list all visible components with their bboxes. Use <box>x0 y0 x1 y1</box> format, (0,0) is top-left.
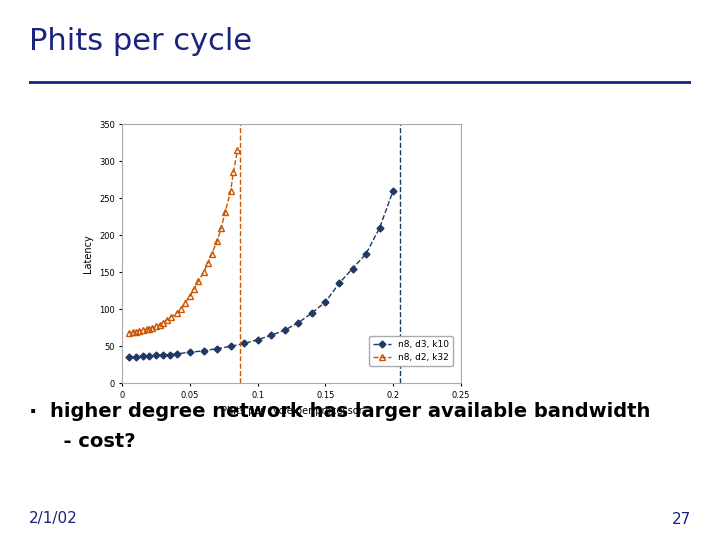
n8, d2, k32 <box>158 320 167 326</box>
n8, d2, k32 <box>167 314 176 320</box>
n8, d2, k32 <box>199 269 208 275</box>
n8, d3, k10 <box>226 343 235 349</box>
n8, d2, k32 <box>132 328 140 335</box>
n8, d2, k32 <box>172 310 181 316</box>
n8, d3, k10 <box>172 350 181 357</box>
n8, d2, k32 <box>152 323 161 329</box>
n8, d2, k32 <box>221 208 230 215</box>
n8, d3, k10 <box>321 299 330 305</box>
n8, d3, k10 <box>361 251 370 257</box>
n8, d2, k32 <box>138 327 147 333</box>
n8, d2, k32 <box>229 169 238 176</box>
n8, d3, k10 <box>348 265 357 272</box>
n8, d2, k32 <box>194 278 202 285</box>
n8, d2, k32 <box>190 285 199 292</box>
n8, d2, k32 <box>125 330 133 336</box>
n8, d3, k10 <box>166 352 174 358</box>
n8, d3, k10 <box>253 336 262 343</box>
n8, d2, k32 <box>129 329 138 335</box>
n8, d2, k32 <box>203 260 212 267</box>
n8, d3, k10 <box>294 320 302 326</box>
n8, d3, k10 <box>132 354 140 360</box>
Line: n8, d2, k32: n8, d2, k32 <box>127 147 240 336</box>
n8, d3, k10 <box>186 349 194 355</box>
n8, d2, k32 <box>213 238 222 245</box>
Text: higher degree network has larger available bandwidth: higher degree network has larger availab… <box>50 402 651 421</box>
n8, d2, k32 <box>207 251 216 257</box>
n8, d3, k10 <box>125 354 133 361</box>
n8, d2, k32 <box>156 322 165 328</box>
n8, d2, k32 <box>217 225 225 231</box>
n8, d3, k10 <box>281 327 289 333</box>
n8, d3, k10 <box>138 353 147 359</box>
n8, d3, k10 <box>152 352 161 359</box>
n8, d3, k10 <box>267 332 276 339</box>
n8, d3, k10 <box>199 348 208 354</box>
Legend: n8, d3, k10, n8, d2, k32: n8, d3, k10, n8, d2, k32 <box>369 336 453 366</box>
n8, d3, k10 <box>307 310 316 316</box>
n8, d3, k10 <box>389 187 397 194</box>
n8, d2, k32 <box>233 147 242 153</box>
n8, d2, k32 <box>145 326 154 332</box>
n8, d3, k10 <box>240 340 248 347</box>
n8, d3, k10 <box>335 280 343 287</box>
Text: 27: 27 <box>672 511 691 526</box>
Text: Phits per cycle: Phits per cycle <box>29 27 252 56</box>
n8, d2, k32 <box>180 300 189 307</box>
n8, d2, k32 <box>148 325 156 331</box>
Y-axis label: Latency: Latency <box>84 234 94 273</box>
X-axis label: Phits per cycle per processor: Phits per cycle per processor <box>221 406 362 416</box>
n8, d2, k32 <box>176 306 185 313</box>
Text: 2/1/02: 2/1/02 <box>29 511 78 526</box>
n8, d2, k32 <box>226 187 235 194</box>
Line: n8, d3, k10: n8, d3, k10 <box>127 188 395 360</box>
n8, d2, k32 <box>143 326 151 333</box>
n8, d3, k10 <box>375 225 384 231</box>
n8, d3, k10 <box>213 346 222 352</box>
n8, d3, k10 <box>145 353 154 359</box>
n8, d2, k32 <box>186 293 194 299</box>
n8, d3, k10 <box>158 352 167 359</box>
Text: - cost?: - cost? <box>50 432 136 451</box>
n8, d2, k32 <box>135 328 143 334</box>
Text: ·: · <box>29 402 37 422</box>
n8, d2, k32 <box>163 316 171 323</box>
